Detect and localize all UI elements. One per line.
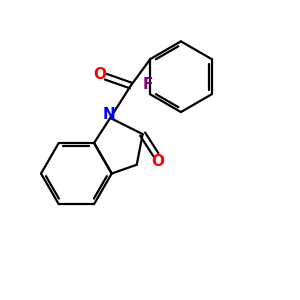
Text: O: O	[151, 154, 164, 169]
Text: F: F	[142, 77, 153, 92]
Text: O: O	[93, 67, 106, 82]
Text: N: N	[102, 107, 115, 122]
